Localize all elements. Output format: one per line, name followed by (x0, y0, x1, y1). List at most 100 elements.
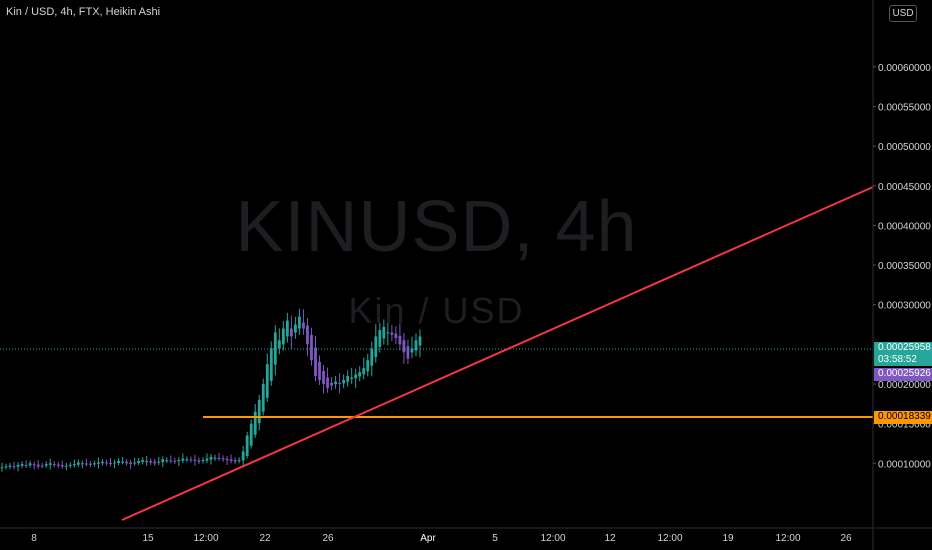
time-tick-label: 26 (840, 533, 852, 544)
candle-body (32, 464, 36, 466)
price-tick-label: 0.00050000 (878, 142, 931, 153)
candle-body (129, 462, 133, 465)
time-tick-label: 22 (259, 533, 271, 544)
candle-body (225, 458, 229, 461)
candle-body (362, 368, 366, 375)
candle-body (60, 465, 64, 467)
pair-watermark: Kin / USD (348, 290, 525, 331)
candle-body (410, 348, 414, 353)
price-tick-label: 0.00020000 (878, 380, 931, 391)
candle-body (289, 328, 293, 337)
candle-body (398, 335, 402, 345)
price-tick-label: 0.00045000 (878, 182, 931, 193)
candle-body (85, 463, 88, 465)
candle-body (68, 464, 72, 466)
currency-button[interactable]: USD (889, 5, 917, 22)
candle-body (56, 464, 60, 466)
price-tick-label: 0.00010000 (878, 459, 931, 470)
candle-body (189, 459, 193, 461)
candle-body (306, 325, 309, 345)
hline-price-tag: 0.00018339 (874, 411, 932, 424)
candle-body (261, 384, 265, 412)
candle-body (285, 320, 289, 337)
time-tick-label: Apr (420, 533, 436, 544)
candle-body (101, 461, 104, 464)
candles (0, 308, 422, 472)
symbol-watermark: KINUSD, 4h (235, 187, 638, 267)
candle-body (137, 460, 141, 463)
candle-body (125, 461, 128, 464)
time-axis[interactable]: 8 15 12:00 22 26 Apr 5 12:00 12 12:00 19 12:00 26 (31, 533, 852, 544)
price-tick-label: 0.00055000 (878, 102, 931, 113)
candle-body (145, 460, 149, 462)
trendline-drawing[interactable] (121, 186, 874, 521)
candle-body (382, 326, 386, 339)
time-tick-label: 19 (722, 533, 734, 544)
candle-body (298, 316, 301, 329)
candle-body (105, 462, 108, 464)
candle-body (366, 360, 370, 372)
candle-body (390, 332, 394, 335)
candle-body (133, 462, 137, 464)
candle-body (12, 466, 16, 468)
price-axis[interactable]: 0.00060000 0.00055000 0.00050000 0.00045000… (873, 63, 931, 471)
price-tick-label: 0.00035000 (878, 261, 931, 272)
time-tick-label: 15 (142, 533, 154, 544)
candle-body (338, 382, 342, 384)
candle-body (269, 348, 273, 381)
candle-body (418, 336, 422, 346)
candle-body (205, 458, 209, 461)
candle-body (181, 458, 185, 461)
price-tick-label: 0.00015000 (878, 420, 931, 431)
candle-body (197, 460, 201, 462)
chart-title: Kin / USD, 4h, FTX, Heikin Ashi (6, 6, 161, 18)
candle-body (80, 463, 84, 465)
candle-body (141, 460, 145, 462)
candle-body (113, 462, 116, 464)
candle-body (44, 464, 48, 466)
candle-body (76, 462, 80, 465)
time-tick-label: 12:00 (775, 533, 800, 544)
bar-countdown: 03:58:52 (878, 354, 917, 365)
candle-body (233, 460, 237, 462)
candle-body (217, 458, 221, 460)
candle-body (402, 340, 406, 353)
candle-body (201, 460, 205, 462)
candle-body (326, 377, 329, 388)
candle-body (221, 458, 225, 460)
time-tick-label: 12:00 (193, 533, 218, 544)
candle-body (93, 463, 96, 465)
candle-body (322, 370, 325, 384)
candle-body (40, 465, 44, 467)
candle-body (374, 336, 378, 358)
candle-body (193, 459, 197, 461)
candle-body (48, 463, 52, 465)
candle-body (378, 330, 382, 347)
candle-body (121, 461, 124, 463)
candle-body (109, 462, 112, 465)
candle-body (265, 364, 269, 398)
price-tick-label: 0.00040000 (878, 221, 931, 232)
candle-body (346, 376, 350, 382)
candle-body (0, 467, 4, 469)
purple-price-tag: 0.00025926 (874, 368, 932, 381)
candle-body (245, 435, 249, 456)
candle-body (406, 346, 410, 359)
candle-body (370, 348, 374, 366)
candle-body (241, 451, 245, 461)
time-tick-label: 26 (322, 533, 334, 544)
candle-body (97, 462, 100, 464)
candle-body (64, 465, 68, 467)
candle-body (350, 377, 354, 379)
candle-body (253, 411, 257, 435)
candle-body (52, 464, 56, 466)
candle-body (334, 381, 337, 385)
candle-body (273, 332, 277, 365)
candle-body (237, 460, 241, 462)
candle-body (302, 322, 305, 329)
candle-body (249, 423, 253, 446)
candle-body (294, 324, 297, 333)
candle-body (394, 333, 398, 339)
candle-body (257, 399, 261, 424)
